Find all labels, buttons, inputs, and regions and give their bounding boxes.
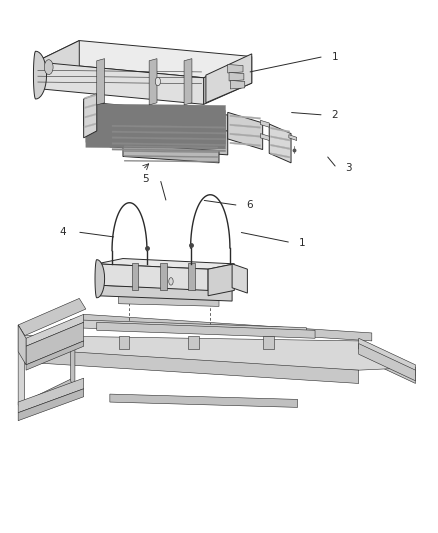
Polygon shape xyxy=(95,260,105,298)
Polygon shape xyxy=(149,59,157,105)
Polygon shape xyxy=(97,322,315,338)
Polygon shape xyxy=(97,285,232,301)
Polygon shape xyxy=(124,146,218,148)
Polygon shape xyxy=(230,142,261,147)
Polygon shape xyxy=(261,134,269,141)
Polygon shape xyxy=(84,102,228,139)
Polygon shape xyxy=(25,336,416,370)
Polygon shape xyxy=(124,156,218,158)
Polygon shape xyxy=(18,325,26,365)
Polygon shape xyxy=(85,94,96,99)
Polygon shape xyxy=(124,151,218,153)
Polygon shape xyxy=(86,114,226,129)
Polygon shape xyxy=(18,389,84,421)
Polygon shape xyxy=(206,54,252,103)
Polygon shape xyxy=(35,41,79,88)
Polygon shape xyxy=(71,320,306,336)
Polygon shape xyxy=(112,149,226,152)
Polygon shape xyxy=(110,123,228,155)
Polygon shape xyxy=(86,104,226,119)
Text: 4: 4 xyxy=(60,227,66,237)
Polygon shape xyxy=(112,125,226,128)
Polygon shape xyxy=(112,143,226,146)
Polygon shape xyxy=(230,115,261,119)
Polygon shape xyxy=(26,341,84,370)
Polygon shape xyxy=(359,338,416,375)
Polygon shape xyxy=(208,264,234,296)
Polygon shape xyxy=(271,136,290,141)
Polygon shape xyxy=(271,127,290,133)
Polygon shape xyxy=(261,120,269,127)
Polygon shape xyxy=(204,56,252,104)
Polygon shape xyxy=(86,124,226,139)
Polygon shape xyxy=(18,378,84,413)
Polygon shape xyxy=(232,264,247,293)
Polygon shape xyxy=(188,336,199,349)
Polygon shape xyxy=(269,124,291,163)
Text: 5: 5 xyxy=(142,174,149,184)
Polygon shape xyxy=(359,344,416,381)
Polygon shape xyxy=(33,51,46,99)
Text: 1: 1 xyxy=(299,238,306,247)
Text: 1: 1 xyxy=(332,52,338,61)
Polygon shape xyxy=(86,119,226,134)
Polygon shape xyxy=(25,349,359,383)
Polygon shape xyxy=(230,80,245,89)
Polygon shape xyxy=(123,144,219,163)
Polygon shape xyxy=(112,131,226,134)
Polygon shape xyxy=(119,336,130,349)
Polygon shape xyxy=(112,137,226,140)
Polygon shape xyxy=(26,314,84,346)
Text: 3: 3 xyxy=(345,163,351,173)
Polygon shape xyxy=(124,160,218,163)
Polygon shape xyxy=(160,263,166,290)
Polygon shape xyxy=(97,59,105,105)
Polygon shape xyxy=(184,59,192,105)
Polygon shape xyxy=(85,114,96,118)
Polygon shape xyxy=(71,320,75,389)
Polygon shape xyxy=(132,263,138,290)
Polygon shape xyxy=(97,259,234,269)
Polygon shape xyxy=(85,123,96,128)
Polygon shape xyxy=(97,264,208,290)
Polygon shape xyxy=(84,94,97,138)
Polygon shape xyxy=(188,263,195,290)
Ellipse shape xyxy=(169,278,173,285)
Polygon shape xyxy=(18,298,86,336)
Polygon shape xyxy=(35,62,204,104)
Polygon shape xyxy=(289,135,297,141)
Polygon shape xyxy=(228,64,243,73)
Polygon shape xyxy=(119,296,219,306)
Ellipse shape xyxy=(155,77,160,86)
Text: 2: 2 xyxy=(332,110,338,120)
Polygon shape xyxy=(110,394,297,407)
Text: 6: 6 xyxy=(247,200,253,211)
Polygon shape xyxy=(263,336,274,349)
Polygon shape xyxy=(86,109,226,124)
Polygon shape xyxy=(228,112,263,150)
Polygon shape xyxy=(271,144,290,150)
Polygon shape xyxy=(18,325,25,415)
Polygon shape xyxy=(229,72,244,81)
Polygon shape xyxy=(230,133,261,138)
Polygon shape xyxy=(359,341,416,383)
Polygon shape xyxy=(86,134,226,149)
Ellipse shape xyxy=(44,60,53,75)
Polygon shape xyxy=(84,314,372,341)
Polygon shape xyxy=(271,153,290,158)
Polygon shape xyxy=(85,104,96,109)
Polygon shape xyxy=(35,41,252,78)
Polygon shape xyxy=(86,129,226,144)
Polygon shape xyxy=(18,378,79,415)
Polygon shape xyxy=(26,322,84,365)
Polygon shape xyxy=(230,124,261,128)
